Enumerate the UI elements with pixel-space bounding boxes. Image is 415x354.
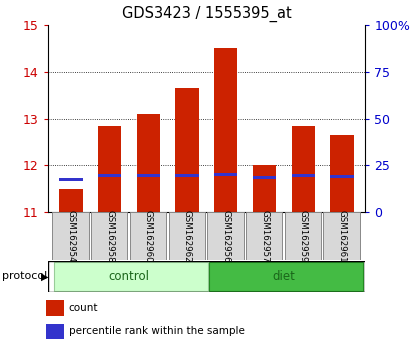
Bar <box>292 126 315 212</box>
Text: GSM162961: GSM162961 <box>337 210 347 263</box>
Bar <box>98 175 121 177</box>
Bar <box>253 165 276 212</box>
Bar <box>246 212 282 260</box>
Text: GSM162959: GSM162959 <box>299 210 308 263</box>
Text: control: control <box>109 270 149 283</box>
Text: ▶: ▶ <box>41 272 48 281</box>
Text: percentile rank within the sample: percentile rank within the sample <box>69 326 244 336</box>
Bar <box>176 88 199 212</box>
Bar <box>46 300 64 316</box>
Bar <box>207 212 244 260</box>
Text: GSM162960: GSM162960 <box>144 210 153 263</box>
Bar <box>209 262 363 291</box>
Text: count: count <box>69 303 98 313</box>
Bar <box>137 174 160 177</box>
Bar <box>46 324 64 339</box>
Bar <box>59 178 83 181</box>
Text: GSM162958: GSM162958 <box>105 210 114 263</box>
Text: protocol: protocol <box>2 272 47 281</box>
Bar <box>330 135 354 212</box>
Title: GDS3423 / 1555395_at: GDS3423 / 1555395_at <box>122 6 291 22</box>
Bar <box>323 212 360 260</box>
Bar <box>292 175 315 177</box>
Bar <box>59 189 83 212</box>
Bar <box>214 173 237 176</box>
Bar <box>98 126 121 212</box>
Bar <box>214 48 237 212</box>
Text: diet: diet <box>273 270 295 283</box>
Bar <box>330 175 354 178</box>
Bar <box>137 114 160 212</box>
Bar <box>176 174 199 177</box>
Text: GSM162956: GSM162956 <box>221 210 230 263</box>
Bar <box>54 262 208 291</box>
Bar <box>285 212 321 260</box>
Bar <box>52 212 89 260</box>
Bar <box>253 176 276 179</box>
Bar <box>91 212 127 260</box>
Text: GSM162957: GSM162957 <box>260 210 269 263</box>
Text: GSM162962: GSM162962 <box>183 210 192 263</box>
Bar <box>168 212 205 260</box>
Text: GSM162954: GSM162954 <box>66 210 76 263</box>
Bar <box>130 212 166 260</box>
